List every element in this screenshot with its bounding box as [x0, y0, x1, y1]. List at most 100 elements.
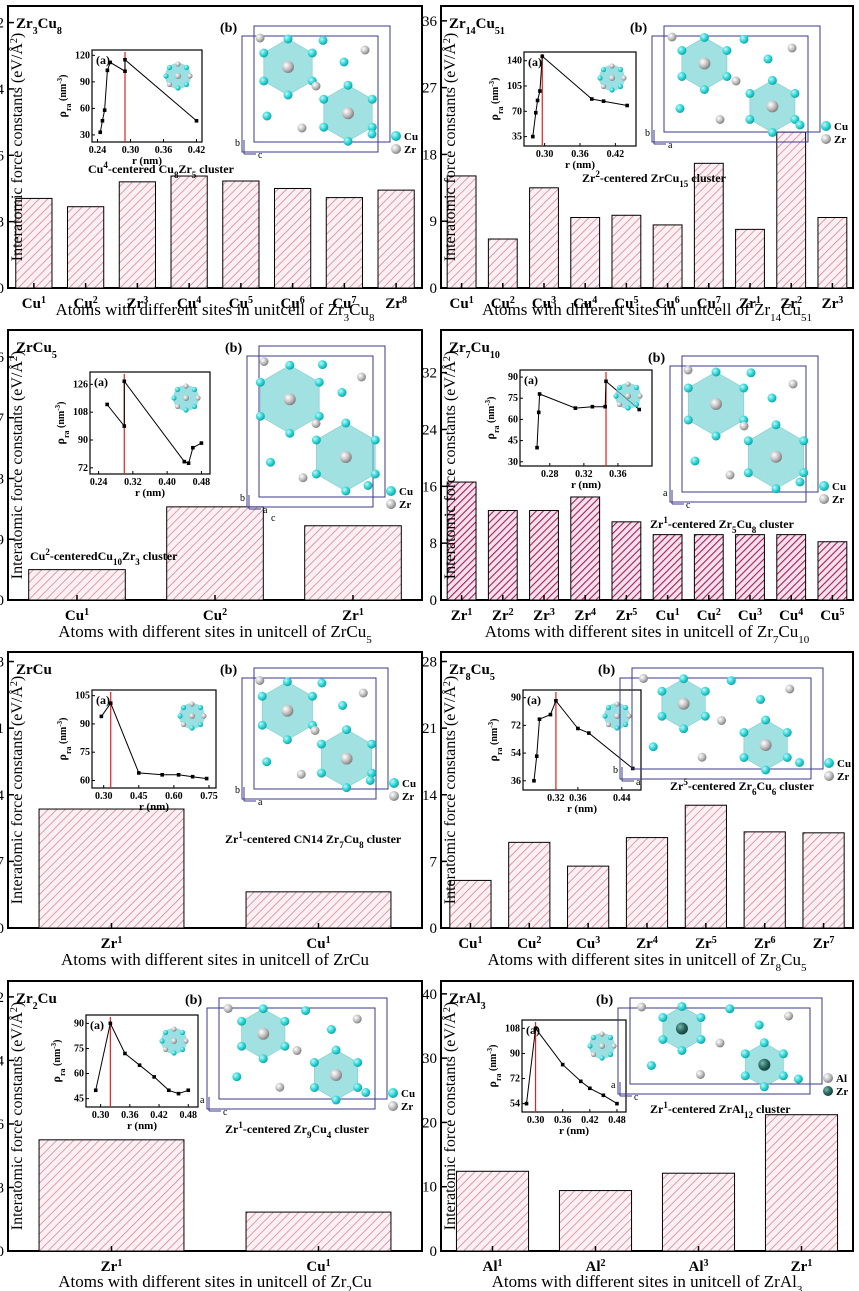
- inset-x-label: r (nm): [139, 801, 169, 813]
- inset-point: [204, 776, 209, 781]
- inset-point: [536, 410, 541, 415]
- legend-marker: [824, 758, 834, 768]
- y-tick-label: 8: [0, 1180, 4, 1196]
- atom: [667, 32, 677, 42]
- axis-letter: a: [200, 1095, 205, 1106]
- inset-point: [182, 459, 187, 464]
- inset-x-tick: 0.75: [200, 791, 218, 802]
- x-tick-label: Zr5: [616, 607, 638, 625]
- atom: [318, 35, 328, 45]
- bar-zr7: [802, 832, 845, 929]
- atom: [717, 716, 726, 725]
- inset-point: [108, 60, 112, 65]
- inset-y-label: ρra (nm-3): [487, 78, 505, 121]
- y-axis-label: Interatomic force constants (eV/Å2): [441, 676, 459, 904]
- inset-point: [176, 773, 181, 777]
- atom: [317, 678, 327, 688]
- bar-cu5: [817, 541, 848, 601]
- atom: [311, 419, 321, 428]
- x-tick-label: Zr1: [791, 1258, 813, 1276]
- inset-point: [123, 57, 127, 62]
- legend-label: Zr: [837, 771, 849, 783]
- y-tick-label: 24: [0, 82, 5, 98]
- bar-zr5: [684, 804, 727, 929]
- legend-label: Zr: [402, 791, 414, 803]
- x-tick-label: Zr2: [492, 607, 514, 625]
- bar-cu3: [529, 187, 559, 289]
- inset-point: [603, 404, 607, 409]
- inset-y-label: ρra (nm-3): [486, 719, 504, 762]
- atom: [352, 1014, 362, 1024]
- inset-label: (a): [90, 1018, 104, 1032]
- inset-a: (a) 0.24 0.30 0.36 0.42 30 60 90 120 r (nm) ρra (n…: [55, 49, 205, 167]
- atom: [683, 365, 693, 375]
- compound-label: Zr2Cu: [16, 991, 57, 1012]
- y-tick-label: 18: [422, 147, 437, 163]
- y-tick-label: 0: [0, 593, 4, 609]
- y-axis-label: Interatomic force constants (eV/Å2): [8, 676, 26, 904]
- inset-y-tick: 108: [505, 1023, 520, 1034]
- cluster-label: Cu2-centeredCu10Zr3 cluster: [30, 547, 178, 567]
- atom: [266, 457, 275, 467]
- inset-x-tick: 0.48: [193, 477, 211, 488]
- y-tick-label: 8: [430, 536, 438, 552]
- atom: [785, 684, 795, 694]
- atom: [367, 129, 377, 139]
- atom: [695, 1070, 705, 1079]
- cluster-label: Zr1-centered Zr5Cu8 cluster: [650, 515, 795, 535]
- inset-point: [98, 130, 103, 135]
- inset-point: [105, 402, 109, 407]
- x-tick-label: Zr1: [451, 607, 473, 625]
- atom: [262, 111, 272, 121]
- y-axis-label: Interatomic force constants (eV/Å2): [8, 1002, 26, 1230]
- y-tick-label: 9: [0, 532, 4, 548]
- inset-point: [590, 404, 595, 409]
- inset-x-label: r (nm): [127, 1120, 157, 1132]
- x-tick-label: Zr2: [780, 295, 802, 313]
- inset-x-tick: 0.30: [95, 791, 113, 802]
- bar-zr1: [764, 1114, 839, 1252]
- atom: [675, 104, 685, 113]
- y-tick-label: 0: [430, 593, 438, 609]
- x-tick-label: Zr3: [822, 295, 844, 313]
- inset-x-label: r (nm): [565, 159, 595, 171]
- atom: [725, 470, 735, 480]
- inset-point: [122, 379, 127, 384]
- atom: [756, 695, 765, 704]
- inset-point: [534, 754, 539, 758]
- bar-cu5: [222, 180, 260, 289]
- cluster-label: Zr2-centered ZrCu15 cluster: [582, 169, 727, 189]
- x-tick-label: Cu1: [656, 607, 680, 625]
- inset-x-tick: 0.32: [575, 469, 593, 480]
- inset-y-tick: 72: [511, 720, 521, 731]
- inset-label: (a): [96, 693, 110, 707]
- atom: [726, 676, 736, 686]
- inset-point: [625, 103, 629, 108]
- inset-point: [186, 461, 191, 465]
- x-axis-label: Atoms with different sites in unitcell o…: [61, 950, 370, 969]
- legend-label: Cu: [399, 486, 413, 498]
- inset-point: [191, 445, 195, 450]
- plot-frame: [7, 980, 423, 1252]
- cluster-label: Cu4-centered Cu8Zr5 cluster: [88, 160, 235, 180]
- y-tick-label: 32: [422, 366, 437, 382]
- y-tick-label: 9: [430, 214, 438, 230]
- inset-point: [537, 392, 542, 396]
- x-tick-label: Cu4: [177, 295, 201, 313]
- inset-y-tick: 30: [508, 457, 518, 468]
- compound-label: ZrCu: [16, 662, 52, 678]
- y-tick-label: 16: [0, 148, 5, 164]
- atom: [731, 76, 741, 86]
- legend-label: Zr: [401, 1101, 413, 1113]
- inset-point: [589, 97, 594, 101]
- cluster-label: Zr5-centered Zr6Cu6 cluster: [670, 777, 815, 797]
- inset-point: [122, 424, 127, 428]
- bar-cu1: [245, 891, 392, 929]
- inset-y-tick: 45: [508, 436, 518, 447]
- inset-y-tick: 90: [74, 1018, 84, 1029]
- bar-cu7: [693, 162, 724, 289]
- inset-x-tick: 0.36: [155, 145, 173, 156]
- x-tick-label: Cu6: [281, 295, 305, 313]
- inset-y-tick: 90: [508, 372, 518, 383]
